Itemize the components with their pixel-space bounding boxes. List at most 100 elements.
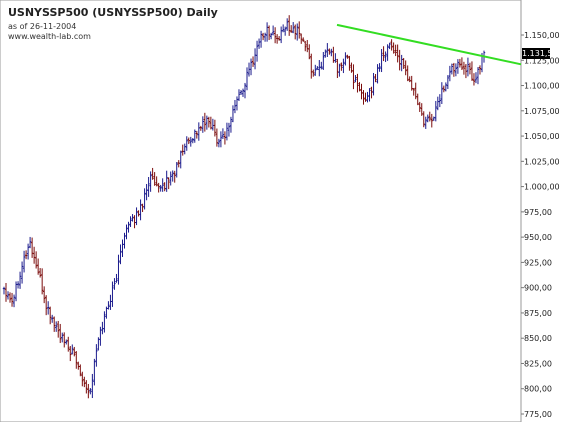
ohlc-bar xyxy=(155,176,158,187)
ohlc-bar xyxy=(4,282,8,302)
ohlc-bar xyxy=(85,380,88,394)
ohlc-bar xyxy=(173,170,176,183)
ohlc-bar xyxy=(474,72,478,84)
ohlc-bar xyxy=(8,292,12,303)
y-axis-tick-label: 900,00 xyxy=(524,284,552,293)
ohlc-bar xyxy=(438,94,442,108)
ohlc-bar xyxy=(65,339,68,345)
price-bars xyxy=(2,15,486,399)
ohlc-bar xyxy=(281,24,285,33)
ohlc-bar xyxy=(440,82,444,104)
ohlc-bar xyxy=(249,58,253,76)
y-axis-tick-label: 950,00 xyxy=(524,233,552,242)
ohlc-bar xyxy=(129,216,132,227)
ohlc-bar xyxy=(448,65,452,82)
ohlc-bar xyxy=(320,61,323,70)
ohlc-bar xyxy=(294,24,297,40)
y-axis-tick-label: 1.075,00 xyxy=(524,107,560,116)
y-axis-tick-label: 800,00 xyxy=(524,385,552,394)
ohlc-bar xyxy=(263,32,267,42)
y-axis-tick-label: 775,00 xyxy=(524,410,552,419)
ohlc-bar xyxy=(444,82,448,92)
ohlc-bar xyxy=(316,66,319,71)
ohlc-bar xyxy=(147,176,150,197)
ohlc-bar xyxy=(314,64,317,76)
ohlc-bar xyxy=(398,49,401,71)
ohlc-bar xyxy=(412,87,415,96)
ohlc-bar xyxy=(245,67,249,91)
ohlc-bar xyxy=(149,171,152,192)
ohlc-bar xyxy=(251,56,255,67)
ohlc-bar xyxy=(227,122,231,137)
ohlc-bar xyxy=(289,25,293,33)
ohlc-bar xyxy=(157,182,160,193)
ohlc-bar xyxy=(59,323,62,344)
ohlc-bar xyxy=(330,48,333,57)
y-axis-tick-label: 1.000,00 xyxy=(524,183,560,192)
ohlc-bar xyxy=(12,294,16,308)
ohlc-bar xyxy=(199,125,203,131)
y-axis-tick-label: 875,00 xyxy=(524,309,552,318)
ohlc-bar xyxy=(215,128,219,147)
ohlc-bar xyxy=(167,177,170,190)
ohlc-bar xyxy=(243,82,247,99)
ohlc-bar xyxy=(426,114,429,123)
ohlc-bar xyxy=(472,73,476,86)
ohlc-bar xyxy=(434,100,437,122)
y-axis-tick-label: 825,00 xyxy=(524,359,552,368)
resistance-trendline xyxy=(336,23,522,66)
y-axis-tick-label: 1.025,00 xyxy=(524,157,560,166)
ohlc-bar xyxy=(283,26,287,36)
ohlc-bar xyxy=(241,88,245,97)
ohlc-bar xyxy=(338,63,341,77)
ohlc-bar xyxy=(478,65,482,75)
ohlc-bar xyxy=(143,188,146,210)
ohlc-bar xyxy=(161,178,164,192)
ohlc-bar xyxy=(46,301,50,315)
ohlc-bar xyxy=(119,244,122,265)
ohlc-bar xyxy=(24,250,28,260)
ohlc-bar xyxy=(201,116,205,133)
ohlc-bar xyxy=(229,116,233,133)
ohlc-bar xyxy=(103,311,106,333)
ohlc-bar xyxy=(352,64,355,90)
ohlc-bar xyxy=(89,388,92,395)
ohlc-bar xyxy=(213,119,217,137)
ohlc-bar xyxy=(462,61,466,75)
ohlc-bar xyxy=(271,25,275,36)
ohlc-bar xyxy=(203,112,207,132)
ohlc-bar xyxy=(296,23,299,41)
ohlc-bar xyxy=(40,268,44,295)
y-axis-tick-label: 1.050,00 xyxy=(524,132,560,141)
ohlc-bar xyxy=(107,301,110,310)
ohlc-bar xyxy=(115,273,118,283)
source-url: www.wealth-lab.com xyxy=(8,32,91,41)
ohlc-bar xyxy=(312,69,315,77)
ohlc-bar xyxy=(450,63,454,75)
ohlc-bar xyxy=(292,22,295,34)
ohlc-bar xyxy=(346,54,349,59)
ohlc-bar xyxy=(165,170,168,192)
ohlc-bar xyxy=(350,62,353,73)
ohlc-bar xyxy=(225,122,229,141)
ohlc-bar xyxy=(386,44,389,61)
ohlc-bar xyxy=(273,27,277,44)
ohlc-bar xyxy=(171,170,174,182)
ohlc-bar xyxy=(384,51,387,63)
ohlc-bar xyxy=(402,57,405,69)
ohlc-bar xyxy=(239,90,243,95)
ohlc-bar xyxy=(376,64,379,84)
ohlc-bar xyxy=(269,32,273,40)
ohlc-bar xyxy=(390,39,393,51)
ohlc-bar xyxy=(221,128,225,139)
ohlc-bar xyxy=(388,42,391,50)
y-axis-tick-label: 850,00 xyxy=(524,334,552,343)
ohlc-bar xyxy=(410,75,413,91)
ohlc-bar xyxy=(259,30,263,48)
ohlc-bar xyxy=(370,86,373,99)
ohlc-bar xyxy=(151,167,154,180)
ohlc-bar xyxy=(16,281,20,289)
ohlc-bar xyxy=(38,268,42,278)
ohlc-bar xyxy=(404,60,407,76)
ohlc-bar xyxy=(75,351,78,369)
